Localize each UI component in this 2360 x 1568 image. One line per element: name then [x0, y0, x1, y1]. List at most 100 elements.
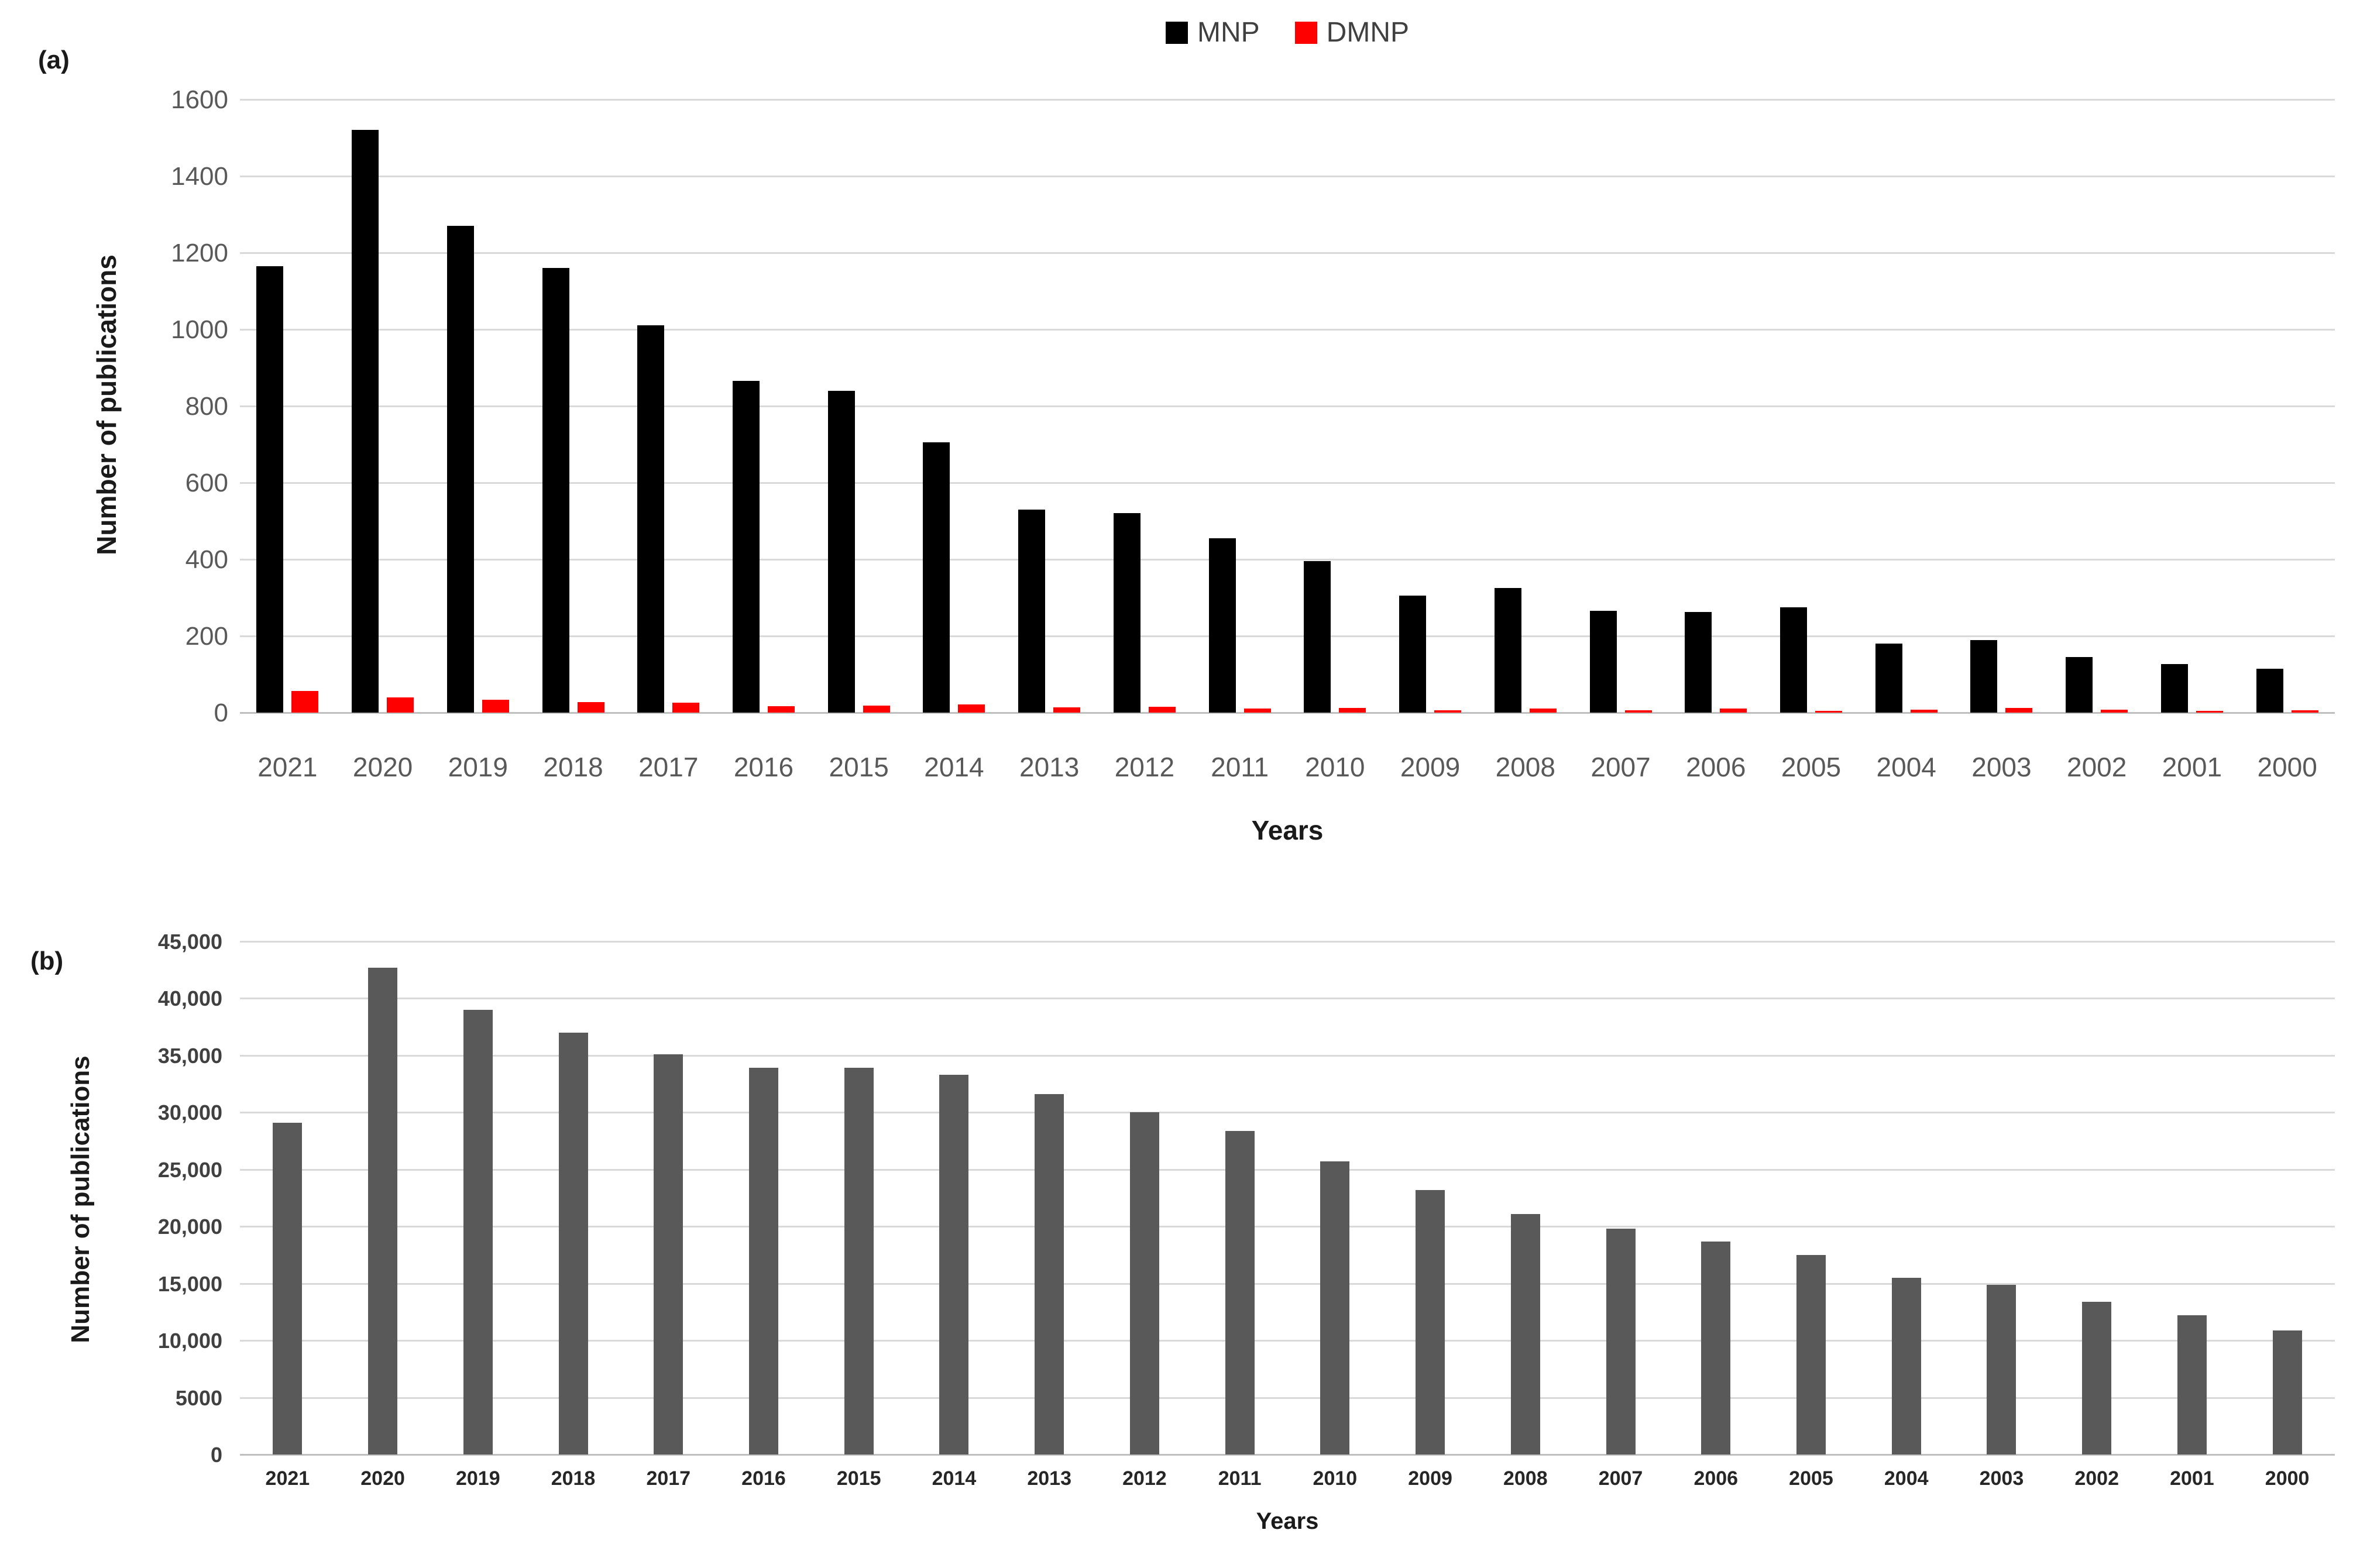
x-tick-label-a-2014: 2014 [924, 752, 984, 782]
bar-publications-2000 [2272, 1330, 2302, 1454]
y-tick-label-a: 600 [185, 469, 228, 497]
panel-a-label: (a) [38, 46, 70, 74]
x-tick-label-b-2018: 2018 [551, 1467, 596, 1490]
bar-mnp-2017 [637, 325, 665, 713]
gridline-b-40000 [240, 998, 2335, 1000]
panel-b-label: (b) [30, 947, 64, 975]
x-axis-title-a: Years [1251, 815, 1324, 845]
bar-dmnp-2014 [958, 704, 985, 713]
x-tick-label-b-2007: 2007 [1598, 1467, 1643, 1490]
bar-publications-2002 [2082, 1301, 2112, 1454]
gridline-b-0 [240, 1454, 2335, 1456]
bar-mnp-2021 [256, 266, 284, 713]
x-tick-label-a-2009: 2009 [1400, 752, 1461, 782]
legend: MNP DMNP [240, 16, 2335, 49]
bar-dmnp-2019 [482, 699, 509, 713]
x-tick-label-a-2021: 2021 [257, 752, 318, 782]
y-tick-label-a: 400 [185, 545, 228, 574]
legend-item-mnp: MNP [1166, 16, 1260, 49]
y-tick-label-b: 15,000 [157, 1271, 222, 1296]
bar-publications-2013 [1035, 1094, 1064, 1454]
bar-publications-2018 [558, 1032, 588, 1454]
bar-dmnp-2008 [1529, 708, 1557, 713]
gridline-a-800 [240, 405, 2335, 407]
bar-mnp-2000 [2256, 668, 2283, 713]
bar-mnp-2010 [1304, 561, 1331, 713]
bar-publications-2008 [1510, 1213, 1540, 1454]
bar-dmnp-2011 [1243, 709, 1271, 713]
gridline-b-35000 [240, 1054, 2335, 1057]
x-tick-label-a-2019: 2019 [448, 752, 508, 782]
bar-publications-2017 [654, 1054, 683, 1454]
x-tick-label-b-2002: 2002 [2074, 1467, 2119, 1490]
gridline-a-1000 [240, 329, 2335, 331]
y-tick-label-b: 5000 [175, 1385, 222, 1410]
x-tick-label-b-2016: 2016 [741, 1467, 786, 1490]
bar-mnp-2001 [2160, 663, 2188, 713]
x-tick-label-b-2004: 2004 [1884, 1467, 1929, 1490]
bar-dmnp-2005 [1815, 710, 1842, 713]
x-tick-label-a-2007: 2007 [1590, 752, 1651, 782]
x-tick-label-a-2016: 2016 [733, 752, 794, 782]
bar-dmnp-2004 [1910, 710, 1938, 713]
bar-mnp-2008 [1494, 588, 1521, 713]
bar-publications-2006 [1701, 1241, 1731, 1454]
bar-dmnp-2009 [1434, 710, 1462, 713]
bar-mnp-2020 [352, 130, 379, 713]
x-tick-label-a-2006: 2006 [1686, 752, 1746, 782]
bar-mnp-2015 [827, 390, 855, 713]
bar-mnp-2009 [1399, 596, 1427, 713]
gridline-b-45000 [240, 941, 2335, 943]
bar-publications-2010 [1320, 1161, 1350, 1454]
y-tick-label-a: 0 [214, 699, 228, 727]
bar-dmnp-2000 [2291, 710, 2318, 713]
bar-dmnp-2010 [1339, 708, 1366, 713]
legend-item-dmnp: DMNP [1294, 16, 1409, 49]
y-tick-label-a: 1600 [171, 85, 228, 114]
bar-publications-2005 [1796, 1254, 1826, 1454]
x-tick-label-a-2004: 2004 [1876, 752, 1936, 782]
bar-dmnp-2007 [1624, 710, 1652, 713]
bar-publications-2011 [1225, 1130, 1255, 1454]
bar-publications-2004 [1891, 1277, 1921, 1454]
bar-dmnp-2020 [387, 697, 414, 713]
x-tick-label-b-2000: 2000 [2265, 1467, 2310, 1490]
gridline-b-30000 [240, 1112, 2335, 1114]
chart-b-plot-area [240, 941, 2335, 1456]
bar-dmnp-2002 [2101, 710, 2128, 713]
gridline-b-25000 [240, 1168, 2335, 1171]
legend-swatch-mnp-icon [1166, 21, 1188, 44]
x-tick-label-b-2020: 2020 [360, 1467, 405, 1490]
x-tick-label-a-2002: 2002 [2067, 752, 2127, 782]
bar-mnp-2002 [2066, 657, 2093, 713]
x-tick-label-b-2021: 2021 [265, 1467, 310, 1490]
legend-label-mnp: MNP [1197, 17, 1260, 48]
x-tick-label-a-2010: 2010 [1305, 752, 1365, 782]
bar-publications-2016 [749, 1068, 778, 1454]
x-tick-label-b-2006: 2006 [1693, 1467, 1739, 1490]
x-tick-label-b-2017: 2017 [646, 1467, 691, 1490]
x-tick-label-b-2012: 2012 [1122, 1467, 1167, 1490]
bar-mnp-2004 [1875, 644, 1902, 713]
gridline-a-1200 [240, 252, 2335, 254]
x-tick-label-b-2013: 2013 [1027, 1467, 1071, 1490]
bar-mnp-2003 [1970, 639, 1998, 713]
bar-publications-2009 [1416, 1189, 1445, 1454]
bar-publications-2014 [939, 1075, 969, 1454]
bar-publications-2012 [1129, 1112, 1159, 1454]
x-tick-label-b-2010: 2010 [1313, 1467, 1358, 1490]
x-tick-label-a-2013: 2013 [1019, 752, 1080, 782]
gridline-a-1600 [240, 99, 2335, 101]
y-tick-label-a: 800 [185, 392, 228, 421]
x-tick-label-a-2001: 2001 [2162, 752, 2222, 782]
gridline-a-400 [240, 559, 2335, 561]
x-tick-label-b-2003: 2003 [1979, 1467, 2024, 1490]
bar-dmnp-2017 [672, 702, 700, 713]
y-tick-label-b: 10,000 [157, 1329, 222, 1353]
bar-dmnp-2003 [2005, 708, 2033, 713]
y-tick-label-a: 200 [185, 622, 228, 651]
gridline-a-0 [240, 712, 2335, 714]
gridline-b-15000 [240, 1282, 2335, 1285]
y-tick-label-b: 20,000 [157, 1215, 222, 1239]
x-tick-label-b-2009: 2009 [1408, 1467, 1452, 1490]
